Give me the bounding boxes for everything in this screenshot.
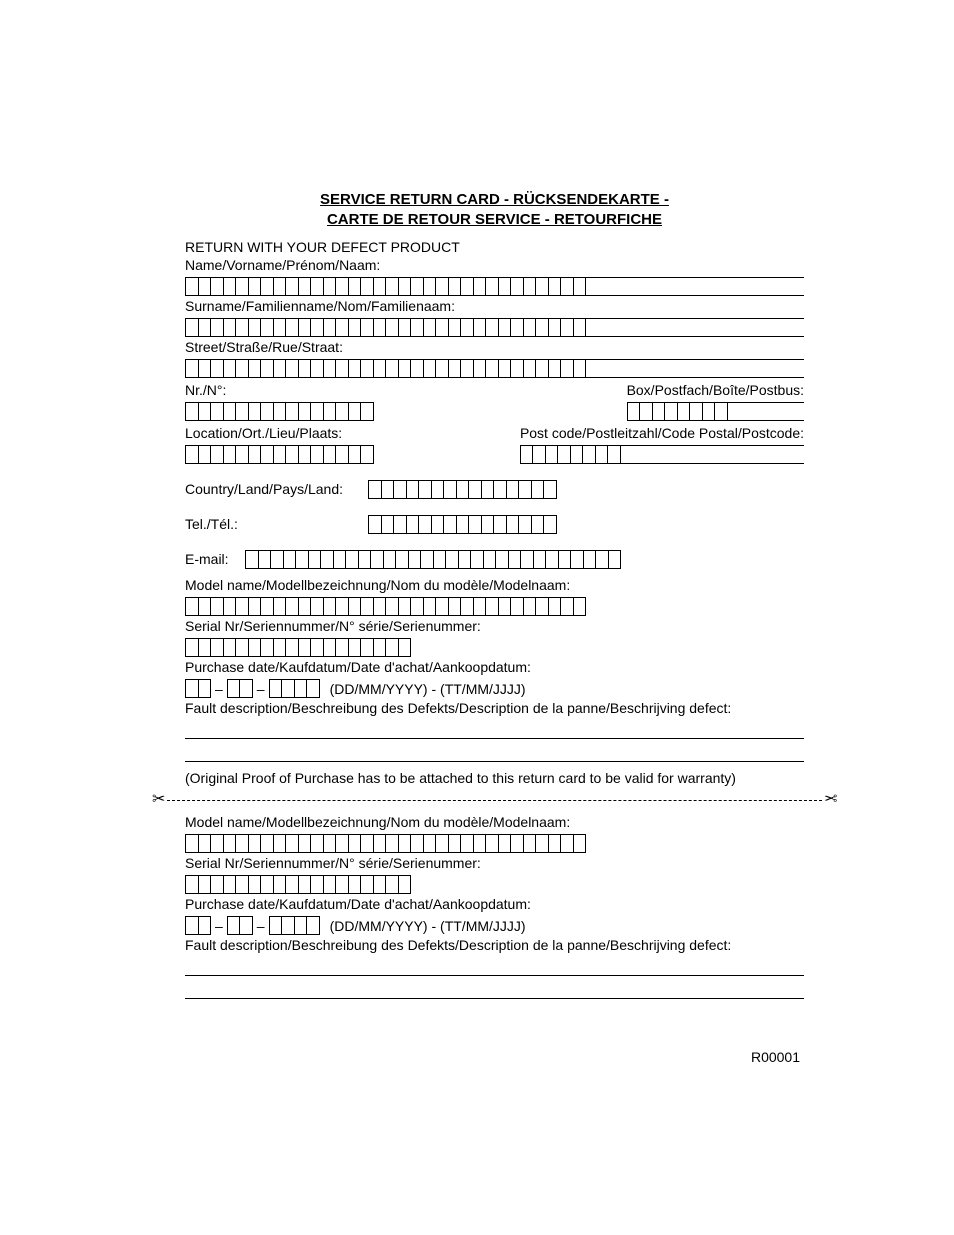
footer-code: R00001: [185, 1049, 800, 1065]
nr-label: Nr./N°:: [185, 382, 374, 398]
date-dash-2-bottom: –: [255, 918, 267, 934]
cut-dashes: [167, 800, 821, 801]
fault-label-bottom: Fault description/Beschreibung des Defek…: [185, 937, 804, 953]
country-label: Country/Land/Pays/Land:: [185, 481, 350, 497]
nr-boxes[interactable]: [185, 402, 374, 421]
title-line-1: SERVICE RETURN CARD - RÜCKSENDEKARTE -: [320, 191, 669, 208]
email-label: E-mail:: [185, 551, 235, 567]
location-label: Location/Ort./Lieu/Plaats:: [185, 425, 374, 441]
fault-line-1-bottom[interactable]: [185, 957, 804, 976]
purchase-date-top: – – (DD/MM/YYYY) - (TT/MM/JJJJ): [185, 679, 804, 698]
street-boxes[interactable]: [185, 359, 804, 378]
scissor-left-icon: ✂: [150, 792, 167, 808]
model-label-top: Model name/Modellbezeichnung/Nom du modè…: [185, 577, 804, 593]
model-label-bottom: Model name/Modellbezeichnung/Nom du modè…: [185, 814, 804, 830]
name-label: Name/Vorname/Prénom/Naam:: [185, 257, 804, 273]
date-dd-bottom[interactable]: [185, 916, 211, 935]
scissor-right-icon: ✂: [822, 792, 839, 808]
date-dash-1-bottom: –: [213, 918, 225, 934]
email-boxes[interactable]: [245, 550, 621, 569]
date-hint-top: (DD/MM/YYYY) - (TT/MM/JJJJ): [330, 681, 526, 697]
surname-label: Surname/Familienname/Nom/Familienaam:: [185, 298, 804, 314]
date-dash-2-top: –: [255, 681, 267, 697]
fault-line-2-top[interactable]: [185, 743, 804, 762]
purchase-label-bottom: Purchase date/Kaufdatum/Date d'achat/Aan…: [185, 896, 804, 912]
form-title: SERVICE RETURN CARD - RÜCKSENDEKARTE - C…: [185, 190, 804, 229]
date-dd-top[interactable]: [185, 679, 211, 698]
postcode-boxes[interactable]: [520, 445, 804, 464]
name-boxes[interactable]: [185, 277, 804, 296]
serial-label-top: Serial Nr/Seriennummer/N° série/Serienum…: [185, 618, 804, 634]
purchase-label-top: Purchase date/Kaufdatum/Date d'achat/Aan…: [185, 659, 804, 675]
title-line-2: CARTE DE RETOUR SERVICE - RETOURFICHE: [327, 211, 662, 228]
box-boxes[interactable]: [627, 402, 804, 421]
date-yyyy-bottom[interactable]: [269, 916, 320, 935]
model-boxes-bottom[interactable]: [185, 834, 586, 853]
serial-boxes-bottom[interactable]: [185, 875, 411, 894]
proof-note: (Original Proof of Purchase has to be at…: [185, 770, 804, 786]
surname-boxes[interactable]: [185, 318, 804, 337]
serial-label-bottom: Serial Nr/Seriennummer/N° série/Serienum…: [185, 855, 804, 871]
location-boxes[interactable]: [185, 445, 374, 464]
return-card-form: SERVICE RETURN CARD - RÜCKSENDEKARTE - C…: [0, 0, 954, 1125]
purchase-date-bottom: – – (DD/MM/YYYY) - (TT/MM/JJJJ): [185, 916, 804, 935]
date-dash-1-top: –: [213, 681, 225, 697]
street-label: Street/Straße/Rue/Straat:: [185, 339, 804, 355]
date-yyyy-top[interactable]: [269, 679, 320, 698]
date-mm-top[interactable]: [227, 679, 253, 698]
country-boxes[interactable]: [368, 480, 557, 499]
fault-label-top: Fault description/Beschreibung des Defek…: [185, 700, 804, 716]
fault-line-2-bottom[interactable]: [185, 980, 804, 999]
tel-boxes[interactable]: [368, 515, 557, 534]
serial-boxes-top[interactable]: [185, 638, 411, 657]
fault-line-1-top[interactable]: [185, 720, 804, 739]
date-hint-bottom: (DD/MM/YYYY) - (TT/MM/JJJJ): [330, 918, 526, 934]
cut-line: ✂ ✂: [150, 792, 839, 808]
date-mm-bottom[interactable]: [227, 916, 253, 935]
postcode-label: Post code/Postleitzahl/Code Postal/Postc…: [520, 425, 804, 441]
tel-label: Tel./Tél.:: [185, 516, 350, 532]
model-boxes-top[interactable]: [185, 597, 586, 616]
box-label: Box/Postfach/Boîte/Postbus:: [627, 382, 804, 398]
return-instruction: RETURN WITH YOUR DEFECT PRODUCT: [185, 239, 804, 255]
